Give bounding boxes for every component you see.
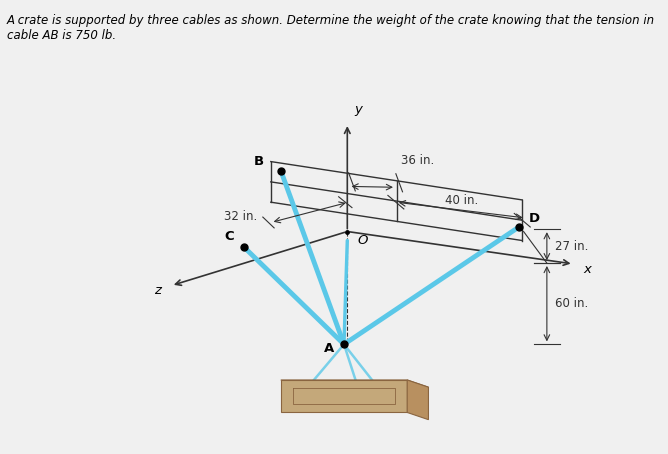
Text: A crate is supported by three cables as shown. Determine the weight of the crate: A crate is supported by three cables as … [7,14,655,42]
Text: 40 in.: 40 in. [445,194,478,207]
Polygon shape [407,380,428,419]
Text: O: O [357,234,367,247]
Text: C: C [224,230,234,243]
Text: A: A [324,342,334,355]
Polygon shape [281,380,428,387]
Text: 27 in.: 27 in. [555,240,589,253]
Text: 60 in.: 60 in. [555,297,588,310]
Text: x: x [583,263,591,276]
Text: z: z [154,284,161,296]
Text: 32 in.: 32 in. [224,210,257,223]
Text: B: B [254,155,264,168]
Text: 36 in.: 36 in. [401,154,434,167]
Polygon shape [281,380,407,412]
Text: D: D [529,212,540,225]
Text: y: y [354,104,362,116]
